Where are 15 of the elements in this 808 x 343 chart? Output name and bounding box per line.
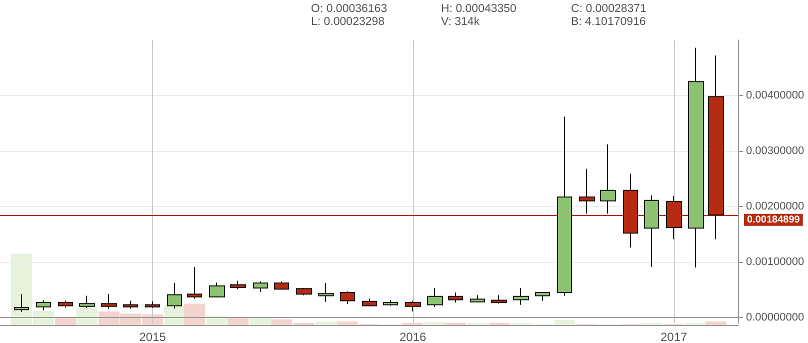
x-tick-label: 2016 [400,330,427,343]
text: C: 0.00028371 [571,3,646,15]
text: O: 0.00036163 [311,3,388,15]
x-tick-label: 2015 [139,330,166,343]
y-tick-label: 0.00000000 [746,311,804,324]
text: H: 0.00043350 [441,3,516,15]
text: V: 314k [441,16,480,28]
y-tick-label: 0.00200000 [746,200,804,212]
y-tick-label: 0.00100000 [746,256,804,268]
ref-line-label: 0.00184899 [747,214,800,226]
y-tick-label: 0.00400000 [746,89,804,102]
x-tick-label: 2017 [660,330,688,343]
text: B: 4.10170916 [571,16,646,28]
text: L: 0.00023298 [311,16,385,28]
y-tick-label: 0.00300000 [746,144,804,157]
